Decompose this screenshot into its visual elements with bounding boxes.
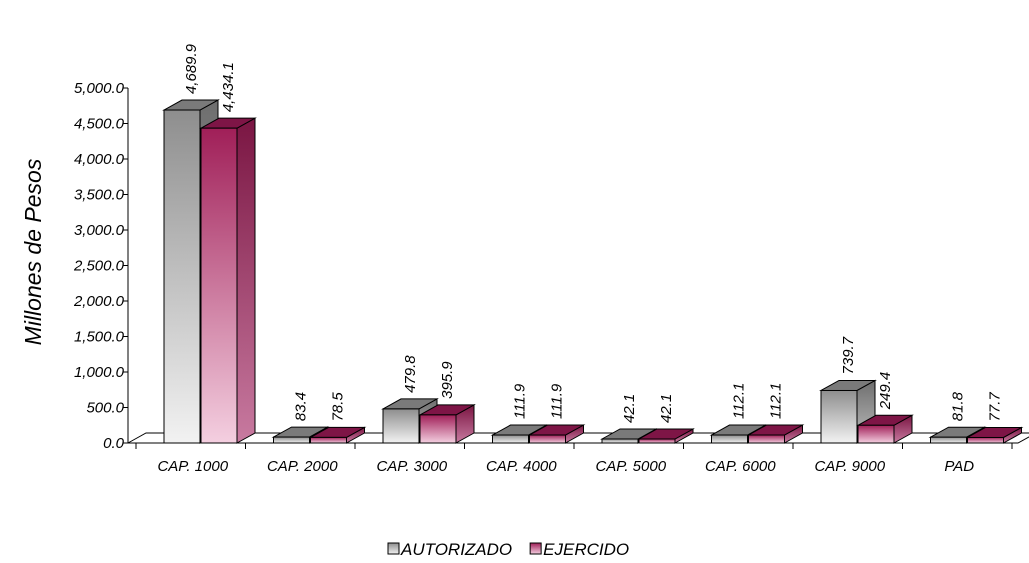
- bar-front: [967, 436, 1004, 444]
- bar-side: [236, 117, 256, 444]
- legend-item-autorizado: AUTORIZADO: [387, 540, 512, 559]
- data-label-ejercido-cap-9000: 249.4: [877, 372, 894, 411]
- y-tick-label: 1,000.0: [74, 364, 125, 381]
- bar-ejercido-cap-5000: [637, 428, 695, 444]
- category-label-cap-6000: CAP. 6000: [705, 458, 776, 475]
- category-label-cap-5000: CAP. 5000: [595, 458, 666, 475]
- bar-front: [711, 434, 748, 444]
- data-label-autorizado-cap-5000: 42.1: [621, 394, 638, 423]
- bar-front: [419, 414, 457, 444]
- y-tick-label: 1,500.0: [74, 329, 125, 346]
- bar-front: [492, 434, 529, 444]
- y-tick-label: 2,000.0: [73, 293, 125, 310]
- legend-label: AUTORIZADO: [400, 540, 512, 559]
- legend-label: EJERCIDO: [543, 540, 629, 559]
- bar-front: [857, 424, 895, 444]
- bar-ejercido-cap-4000: [527, 424, 586, 444]
- y-tick-label: 3,500.0: [74, 187, 125, 204]
- bar-front: [163, 109, 201, 444]
- data-label-autorizado-cap-9000: 739.7: [840, 336, 857, 374]
- y-tick-label: 4,000.0: [74, 151, 125, 168]
- category-labels: CAP. 1000 CAP. 2000 CAP. 3000 CAP. 4000 CAP.…: [157, 458, 974, 475]
- data-label-autorizado-cap-3000: 479.8: [402, 355, 419, 393]
- bar-ejercido-cap-9000: [856, 414, 914, 444]
- category-label-cap-3000: CAP. 3000: [376, 458, 447, 475]
- bar-ejercido-cap-6000: [746, 424, 805, 444]
- category-label-cap-4000: CAP. 4000: [486, 458, 557, 475]
- data-label-autorizado-cap-6000: 112.1: [731, 383, 748, 419]
- y-axis: 0.0 500.0 1,000.0 1,500.0 2,000.0 2,500.0 3,00…: [73, 80, 1018, 452]
- bar-front: [200, 127, 238, 444]
- bar-front: [273, 436, 310, 444]
- data-label-autorizado-cap-2000: 83.4: [293, 392, 310, 421]
- category-label-cap-9000: CAP. 9000: [814, 458, 885, 475]
- data-label-ejercido-cap-4000: 111.9: [549, 383, 566, 419]
- data-labels: 4,689.9 4,434.1 83.4 78.5 479.8 395.9 111.9 111…: [183, 43, 1004, 423]
- y-tick-label: 0.0: [103, 435, 125, 452]
- bar-ejercido-cap-1000: [199, 117, 257, 444]
- bar-front: [382, 408, 420, 444]
- y-tick-label: 500.0: [86, 400, 124, 417]
- legend-swatch: [529, 542, 542, 555]
- y-tick-label: 2,500.0: [73, 258, 125, 275]
- bar-ejercido-cap-3000: [418, 404, 476, 444]
- bar-front: [529, 434, 566, 444]
- data-label-ejercido-cap-2000: 78.5: [330, 392, 347, 422]
- bar-front: [601, 438, 639, 444]
- bar-ejercido-cap-2000: [308, 426, 367, 444]
- bar-autorizado-cap-3000: [381, 398, 439, 444]
- data-label-autorizado-pad: 81.8: [950, 391, 967, 421]
- legend-swatch: [387, 542, 400, 555]
- y-axis-label: Millones de Pesos: [20, 158, 46, 345]
- category-label-cap-2000: CAP. 2000: [267, 458, 338, 475]
- data-label-autorizado-cap-4000: 111.9: [512, 383, 529, 419]
- category-label-cap-1000: CAP. 1000: [157, 458, 228, 475]
- bar-front: [820, 389, 858, 444]
- data-label-ejercido-cap-3000: 395.9: [439, 361, 456, 399]
- bar-front: [748, 434, 785, 444]
- legend-item-ejercido: EJERCIDO: [529, 540, 629, 559]
- data-label-ejercido-cap-5000: 42.1: [658, 394, 675, 423]
- legend: AUTORIZADO EJERCIDO: [387, 540, 629, 559]
- bar-ejercido-pad: [965, 426, 1024, 444]
- bars-group: [162, 99, 1024, 444]
- data-label-ejercido-pad: 77.7: [987, 392, 1004, 422]
- category-label-pad: PAD: [944, 458, 974, 475]
- y-tick-label: 3,000.0: [74, 222, 125, 239]
- data-label-ejercido-cap-6000: 112.1: [768, 383, 785, 419]
- y-tick-label: 5,000.0: [74, 80, 125, 97]
- bar-front: [638, 438, 676, 444]
- y-tick-label: 4,500.0: [74, 116, 125, 133]
- data-label-autorizado-cap-1000: 4,689.9: [183, 43, 200, 94]
- data-label-ejercido-cap-1000: 4,434.1: [220, 62, 237, 112]
- bar-front: [930, 436, 967, 444]
- bar-front: [310, 436, 347, 444]
